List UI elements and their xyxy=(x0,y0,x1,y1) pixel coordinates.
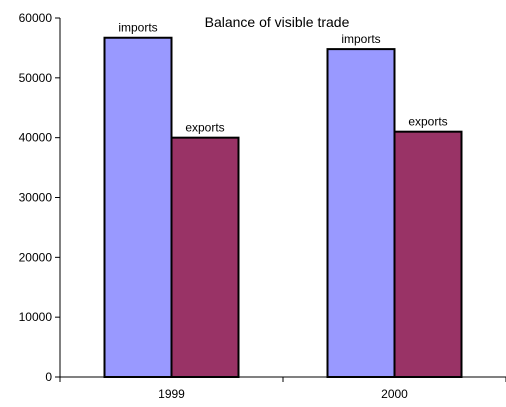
x-tick-label: 2000 xyxy=(381,387,408,401)
x-tick-label: 1999 xyxy=(158,387,185,401)
y-tick-label: 60000 xyxy=(19,11,53,25)
data-label-exports-2000: exports xyxy=(408,115,447,129)
y-tick-label: 30000 xyxy=(19,191,53,205)
data-label-exports-1999: exports xyxy=(185,121,224,135)
y-axis-ticks: 0 10000 20000 30000 40000 50000 60000 xyxy=(19,11,60,384)
bar-imports-2000 xyxy=(326,48,396,378)
data-label-imports-1999: imports xyxy=(118,21,157,35)
y-tick-label: 0 xyxy=(45,370,52,384)
data-label-imports-2000: imports xyxy=(341,32,380,46)
y-tick-label: 10000 xyxy=(19,310,53,324)
bar-exports-1999 xyxy=(170,136,240,378)
y-tick-label: 50000 xyxy=(19,71,53,85)
bar-imports-1999 xyxy=(103,36,173,379)
y-tick-label: 20000 xyxy=(19,250,53,264)
y-tick-label: 40000 xyxy=(19,131,53,145)
bar-exports-2000 xyxy=(393,130,463,378)
chart-title: Balance of visible trade xyxy=(205,14,350,30)
x-axis-ticks: 1999 2000 xyxy=(59,377,506,401)
bar-labels: imports exports imports exports xyxy=(118,21,447,135)
bars xyxy=(103,36,463,379)
